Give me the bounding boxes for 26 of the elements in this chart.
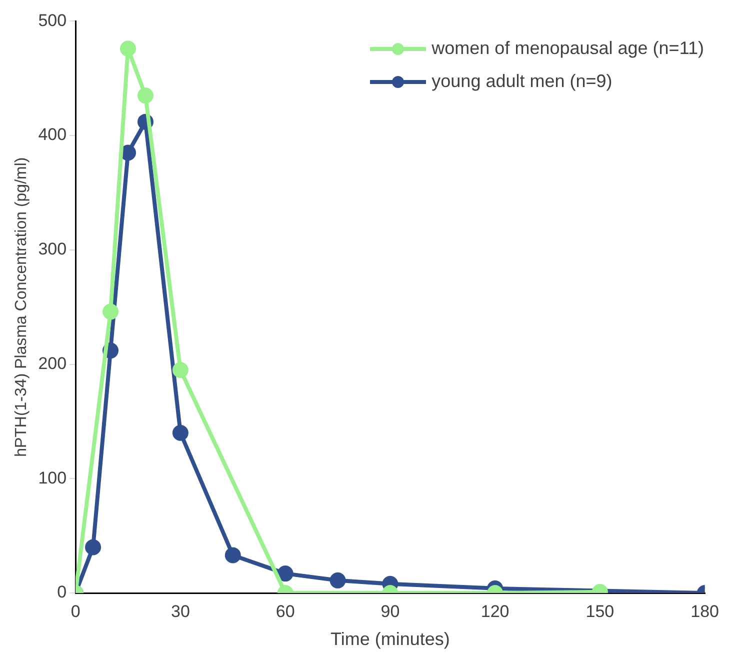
y-tick-label: 0 bbox=[57, 582, 67, 602]
point bbox=[137, 88, 154, 104]
point bbox=[224, 547, 241, 564]
y-axis-title: hPTH(1-34) Plasma Concentration (pg/ml) bbox=[13, 157, 30, 457]
legend-label: young adult men (n=9) bbox=[432, 71, 612, 92]
point bbox=[277, 566, 294, 582]
y-tick-label: 400 bbox=[38, 125, 67, 144]
x-tick-label: 30 bbox=[170, 602, 190, 621]
y-tick-label: 500 bbox=[38, 10, 67, 30]
y-tick-label: 200 bbox=[38, 354, 67, 373]
point bbox=[172, 362, 188, 378]
point bbox=[85, 539, 102, 556]
x-tick-label: 0 bbox=[70, 602, 80, 621]
x-tick-label: 60 bbox=[276, 602, 295, 621]
point bbox=[120, 40, 136, 57]
x-tick-label: 90 bbox=[380, 602, 400, 621]
point bbox=[102, 304, 119, 320]
x-tick-label: 180 bbox=[690, 602, 720, 621]
x-tick-label: 120 bbox=[480, 602, 510, 621]
y-tick-label: 100 bbox=[38, 468, 67, 488]
x-axis-title: Time (minutes) bbox=[330, 629, 450, 650]
x-tick-label: 150 bbox=[586, 602, 614, 621]
point bbox=[330, 572, 346, 588]
legend-label: women of menopausal age (n=11) bbox=[432, 38, 704, 59]
y-tick-label: 300 bbox=[38, 240, 67, 259]
point bbox=[172, 424, 188, 441]
